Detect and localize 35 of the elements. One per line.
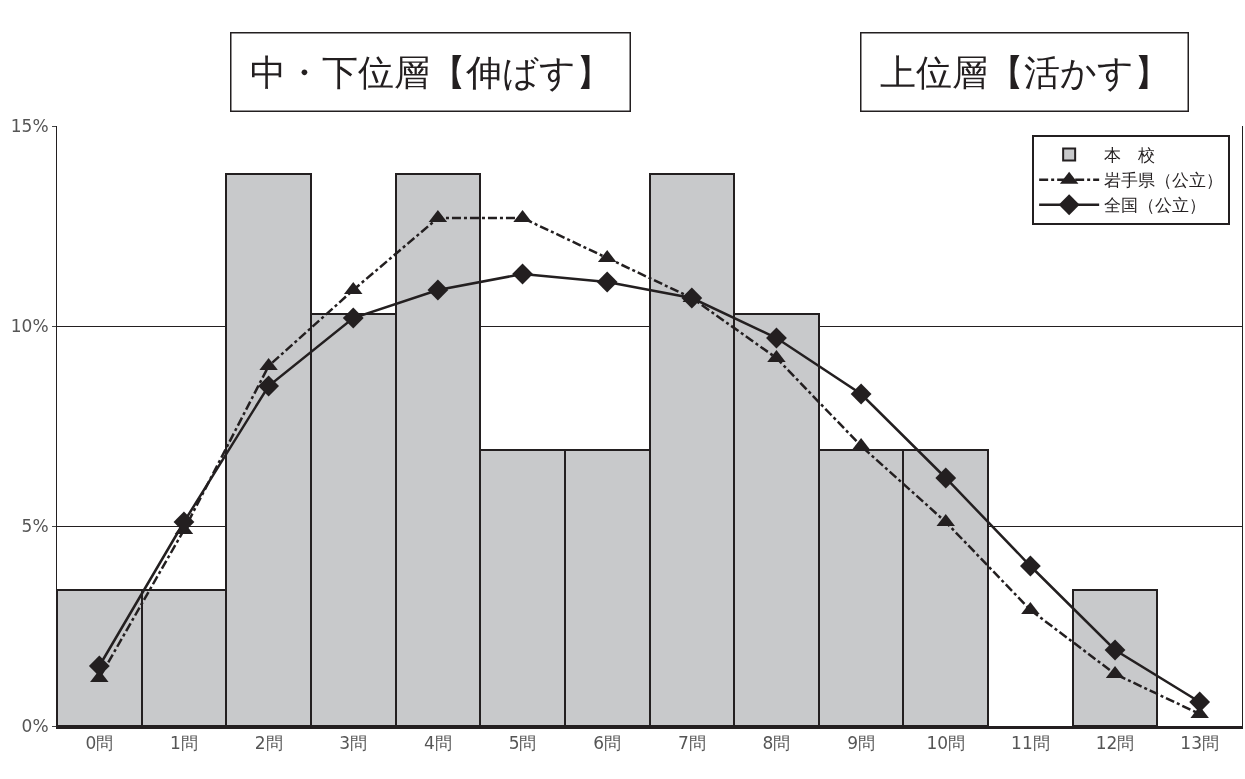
x-tick-label: 13問 bbox=[1180, 733, 1219, 754]
legend-label: 本 校 bbox=[1104, 145, 1156, 166]
x-tick-label: 10問 bbox=[926, 733, 966, 754]
legend-label: 岩手県（公立） bbox=[1104, 170, 1224, 191]
text: 上位層【活かす】 bbox=[879, 51, 1170, 93]
x-tick-label: 0問 bbox=[85, 733, 114, 754]
point bbox=[1104, 639, 1126, 661]
point bbox=[1019, 555, 1041, 577]
point bbox=[935, 467, 957, 489]
point bbox=[1189, 691, 1211, 713]
x-tick-label: 8問 bbox=[762, 733, 791, 754]
point bbox=[596, 271, 618, 293]
x-tick-label: 4問 bbox=[423, 733, 452, 754]
legend-label: 全国（公立） bbox=[1104, 195, 1207, 216]
x-tick-label: 3問 bbox=[339, 733, 368, 754]
point bbox=[342, 307, 364, 329]
x-tick-label: 2問 bbox=[254, 733, 283, 754]
point bbox=[766, 327, 787, 349]
y-tick-label: 0% bbox=[21, 715, 49, 736]
x-tick-label: 7問 bbox=[677, 733, 706, 754]
x-tick-label: 5問 bbox=[508, 733, 537, 754]
point bbox=[427, 279, 449, 301]
text: 中・下位層【伸ばす】 bbox=[249, 51, 612, 93]
x-tick-label: 11問 bbox=[1011, 733, 1050, 754]
point bbox=[850, 383, 872, 405]
point bbox=[88, 655, 110, 677]
x-tick-label: 9問 bbox=[847, 733, 876, 754]
point bbox=[258, 375, 280, 397]
y-tick-label: 15% bbox=[10, 115, 49, 136]
x-tick-label: 12問 bbox=[1095, 733, 1135, 754]
x-tick-label: 6問 bbox=[593, 733, 622, 754]
x-tick-label: 1問 bbox=[170, 733, 198, 754]
point bbox=[512, 263, 533, 285]
y-tick-label: 10% bbox=[10, 315, 49, 336]
y-tick-label: 5% bbox=[21, 515, 49, 536]
